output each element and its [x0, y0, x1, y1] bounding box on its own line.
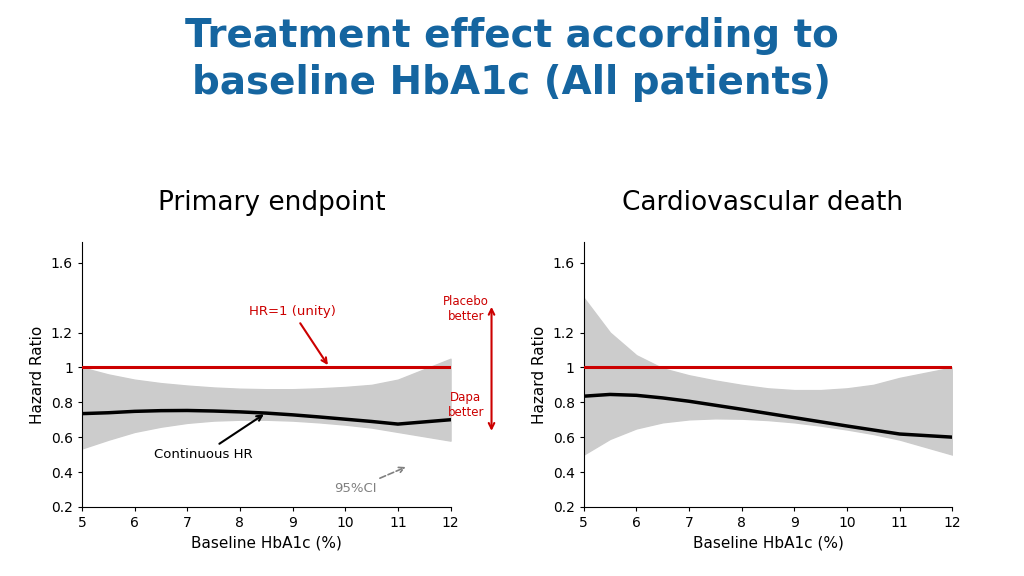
Text: Dapa
better: Dapa better [447, 391, 484, 419]
Text: Cardiovascular death: Cardiovascular death [623, 190, 903, 216]
Text: Primary endpoint: Primary endpoint [158, 190, 385, 216]
Y-axis label: Hazard Ratio: Hazard Ratio [31, 325, 45, 423]
Text: Placebo
better: Placebo better [443, 295, 488, 323]
Text: Treatment effect according to
baseline HbA1c (All patients): Treatment effect according to baseline H… [185, 17, 839, 103]
X-axis label: Baseline HbA1c (%): Baseline HbA1c (%) [190, 536, 342, 551]
Y-axis label: Hazard Ratio: Hazard Ratio [532, 325, 547, 423]
Text: HR=1 (unity): HR=1 (unity) [249, 305, 336, 363]
Text: Continuous HR: Continuous HR [154, 415, 262, 461]
X-axis label: Baseline HbA1c (%): Baseline HbA1c (%) [692, 536, 844, 551]
Text: 95%CI: 95%CI [335, 467, 404, 495]
